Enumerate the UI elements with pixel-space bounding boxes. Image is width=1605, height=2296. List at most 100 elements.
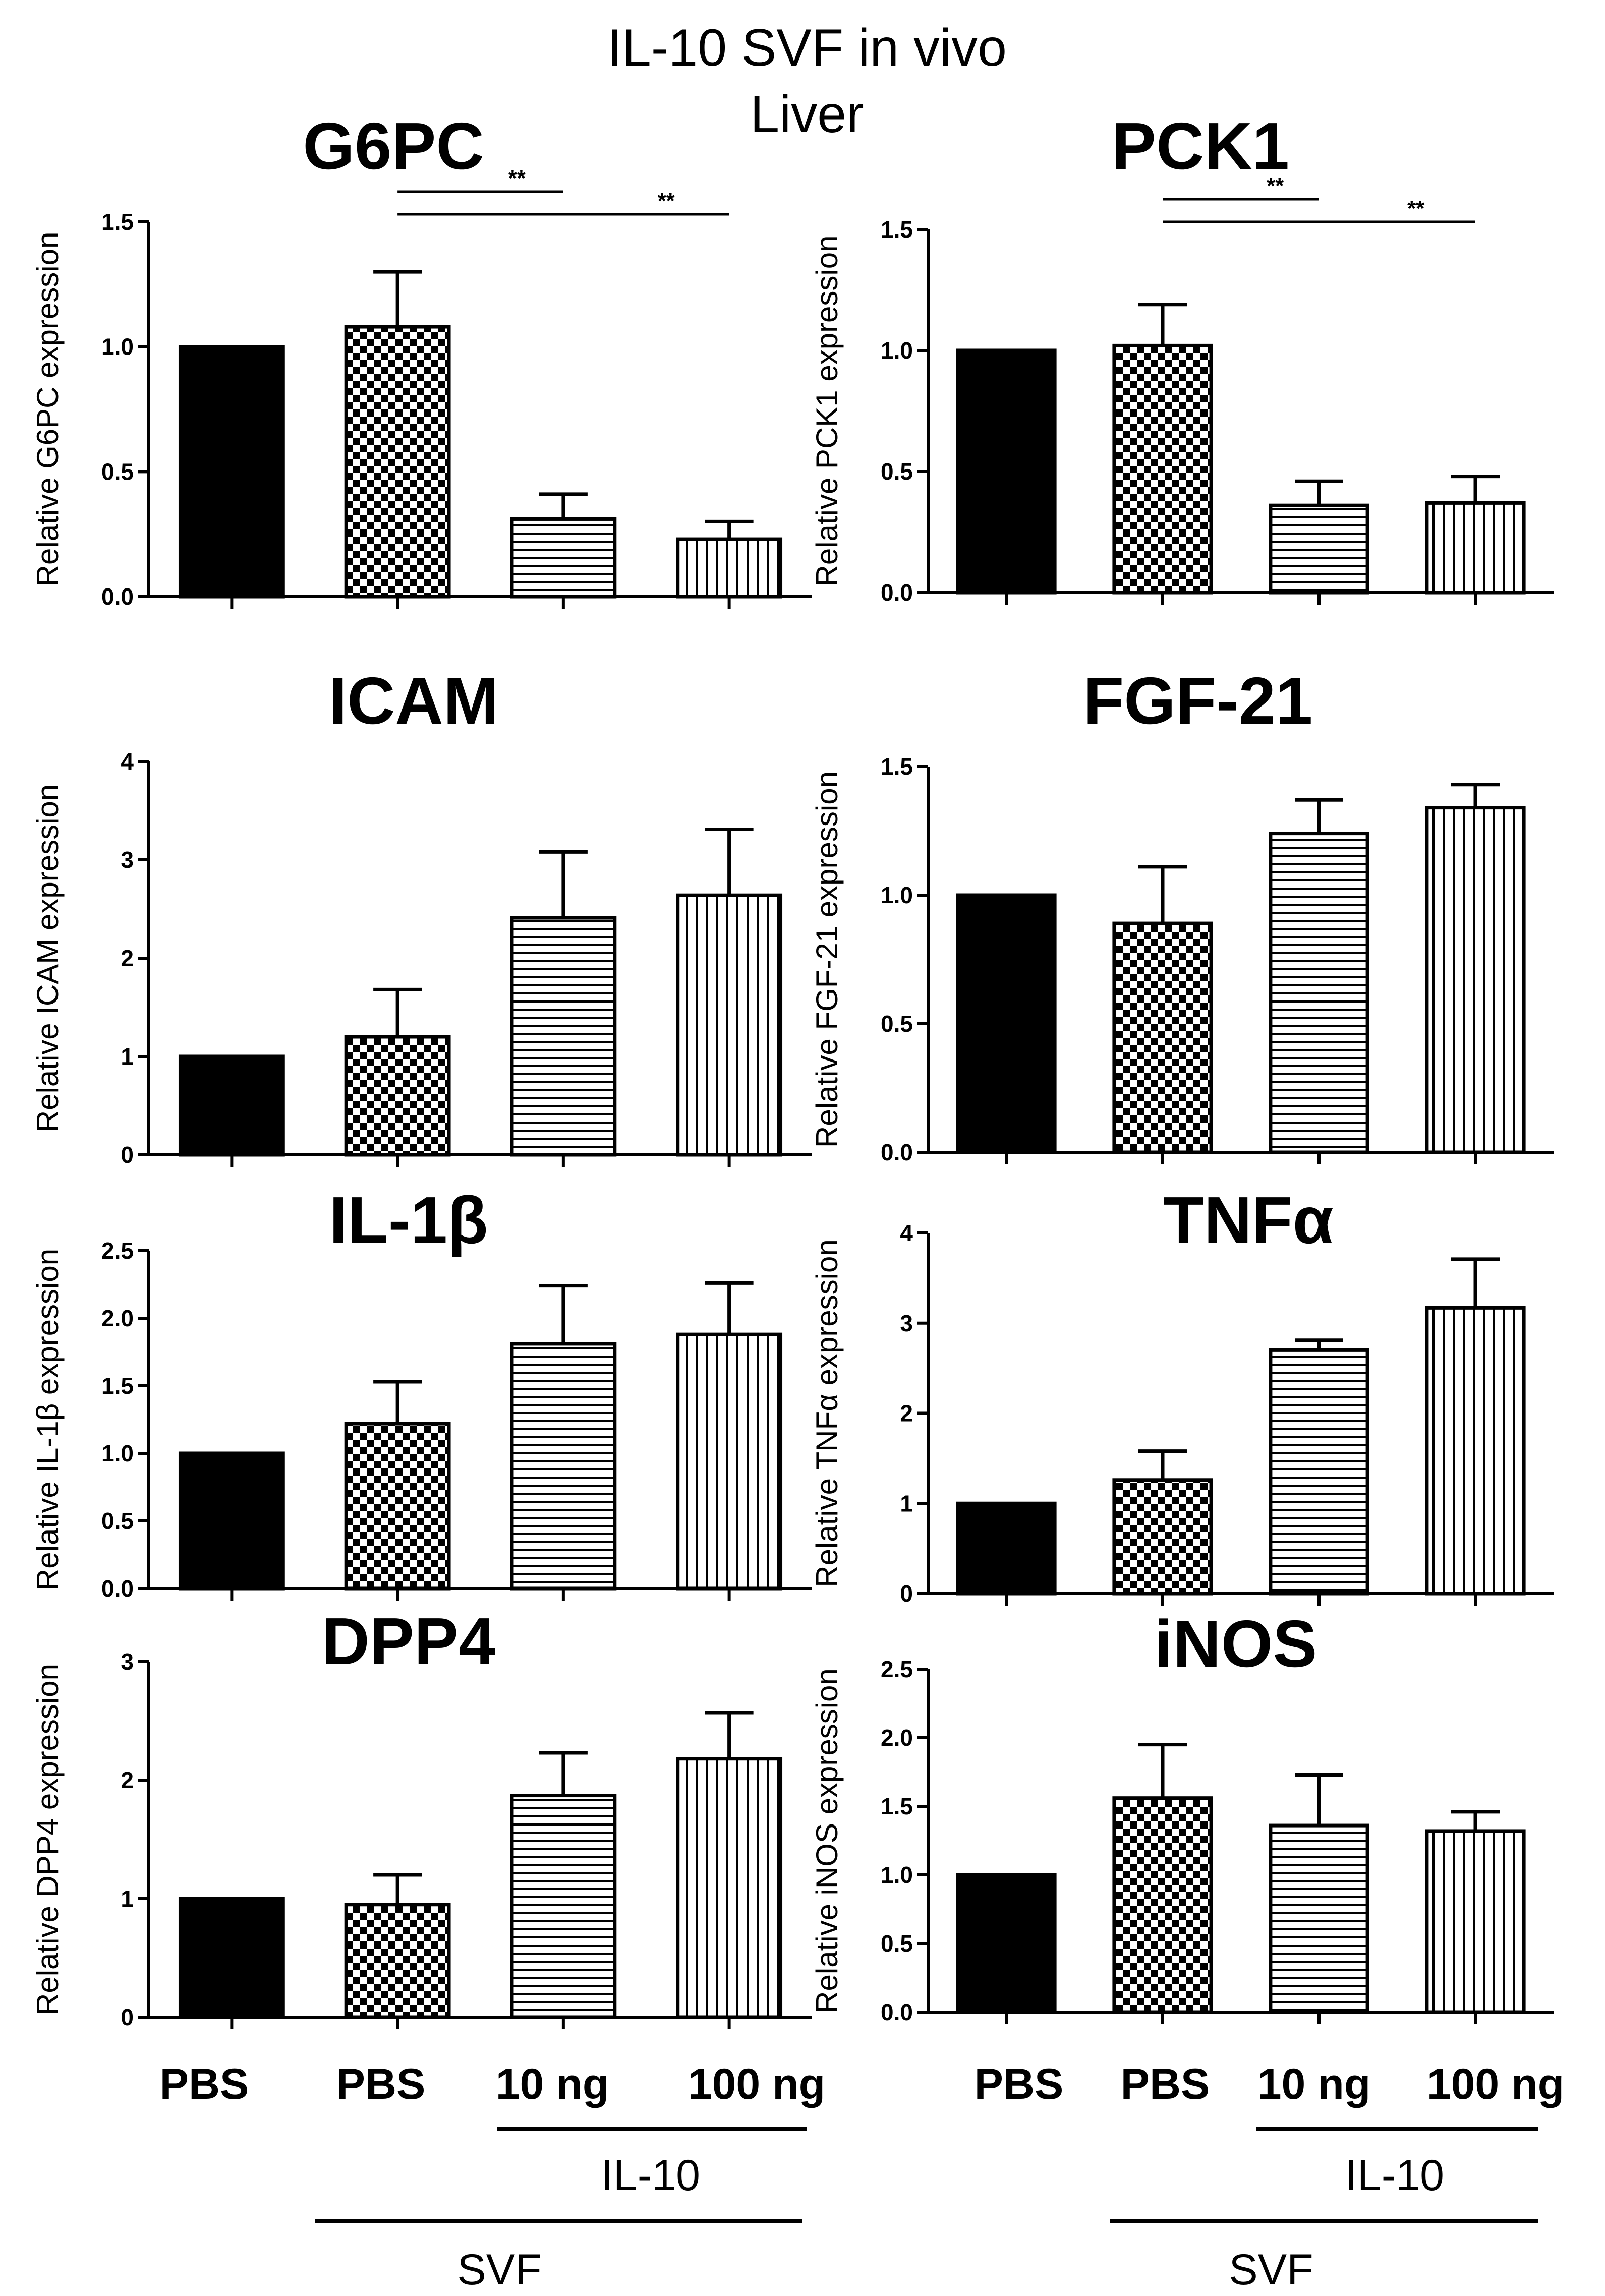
bar-4	[676, 537, 783, 599]
chart-panel-icam: ICAM Relative ICAM expression 0 1 2 3 4	[31, 664, 812, 1168]
bar-3	[510, 1794, 617, 2019]
bar-2	[344, 1903, 451, 2019]
bar-2	[1112, 921, 1213, 1154]
y-axis-label: Relative G6PC expression	[31, 232, 65, 587]
y-tick-label: 1	[900, 1490, 913, 1516]
y-tick-label: 1.5	[881, 753, 913, 780]
bar-2	[1112, 343, 1213, 595]
bar-1	[178, 1897, 285, 2019]
bar-3	[1269, 503, 1369, 595]
bar-3	[1269, 1348, 1369, 1596]
chart-panel-pck1: PCK1 Relative PCK1 expression 0.0 0.5 1.0 1.5…	[810, 109, 1554, 606]
bar-3	[510, 517, 617, 599]
figure-title-line2: Liver	[750, 85, 864, 144]
chart-panel-fgf-21: FGF-21 Relative FGF-21 expression 0.0 0.5 1.…	[810, 664, 1554, 1165]
chart-title: IL-1β	[329, 1183, 488, 1257]
y-tick-label: 0.5	[881, 1011, 913, 1037]
bar-4	[676, 1332, 783, 1591]
bar-2	[344, 1422, 451, 1591]
x-group-label-10ng-right: 10 ng	[1257, 2060, 1371, 2108]
bar-4	[1425, 501, 1526, 595]
bar-4	[676, 1757, 783, 2019]
bar-4	[676, 893, 783, 1157]
y-tick-label: 1.0	[881, 882, 913, 908]
y-tick-label: 2.0	[101, 1305, 134, 1331]
y-axis-label: Relative DPP4 expression	[31, 1664, 65, 2015]
svf-bracket-label-right: SVF	[1229, 2246, 1313, 2294]
chart-panel-tnf-: TNFα Relative TNFα expression 0 1 2 3 4	[810, 1183, 1554, 1607]
y-tick-label: 2	[121, 945, 134, 971]
bar-1	[178, 1054, 285, 1157]
y-axis-label: Relative PCK1 expression	[810, 235, 844, 586]
y-tick-label: 2.0	[881, 1725, 913, 1751]
il10-bracket-label-left: IL-10	[601, 2151, 700, 2200]
y-tick-label: 1.0	[101, 1440, 134, 1466]
svf-bracket-label-left: SVF	[457, 2246, 541, 2294]
bar-1	[956, 1501, 1057, 1596]
bar-1	[956, 893, 1057, 1154]
bar-4	[1425, 806, 1526, 1154]
bar-1	[956, 348, 1057, 595]
y-axis-label: Relative iNOS expression	[810, 1668, 844, 2013]
y-tick-label: 1.0	[881, 1862, 913, 1888]
bar-4	[1425, 1829, 1526, 2014]
x-group-label-pbs-right: PBS	[975, 2060, 1064, 2108]
y-tick-label: 0.5	[101, 1508, 134, 1534]
y-tick-label: 1.5	[881, 216, 913, 243]
bar-3	[510, 1342, 617, 1591]
y-tick-label: 0	[121, 1142, 134, 1168]
y-tick-label: 1.5	[101, 1373, 134, 1399]
y-tick-label: 1.0	[101, 334, 134, 360]
bar-2	[1112, 1796, 1213, 2014]
chart-panels: G6PC Relative G6PC expression 0.0 0.5 1.0 1.5…	[31, 109, 1554, 2030]
significance-label: **	[658, 189, 675, 213]
chart-panel-inos: iNOS Relative iNOS expression 0.0 0.5 1.0 1.5…	[810, 1607, 1554, 2025]
y-tick-label: 0.0	[101, 1575, 134, 1602]
bar-1	[178, 1451, 285, 1591]
y-tick-label: 1.5	[881, 1793, 913, 1819]
x-group-label-100ng-left: 100 ng	[688, 2060, 825, 2108]
y-tick-label: 1	[121, 1886, 134, 1912]
x-group-label-100ng-right: 100 ng	[1427, 2060, 1564, 2108]
y-tick-label: 1	[121, 1043, 134, 1070]
chart-title: iNOS	[1155, 1607, 1317, 1681]
chart-panel-dpp4: DPP4 Relative DPP4 expression 0 1 2 3	[31, 1604, 812, 2030]
bar-1	[956, 1873, 1057, 2014]
x-group-label-svf-pbs-left: PBS	[336, 2060, 426, 2108]
x-group-label-10ng-left: 10 ng	[496, 2060, 609, 2108]
y-axis-label: Relative FGF-21 expression	[810, 771, 844, 1148]
chart-panel-g6pc: G6PC Relative G6PC expression 0.0 0.5 1.0 1.5…	[31, 109, 812, 610]
il10-bracket-label-right: IL-10	[1345, 2151, 1444, 2200]
y-tick-label: 3	[121, 1649, 134, 1675]
y-tick-label: 2.5	[881, 1656, 913, 1682]
y-tick-label: 3	[121, 847, 134, 873]
chart-title: TNFα	[1163, 1183, 1334, 1257]
chart-panel-il-1-: IL-1β Relative IL-1β expression 0.0 0.5 1.0 1…	[31, 1183, 812, 1602]
y-tick-label: 0.0	[881, 1999, 913, 2025]
y-tick-label: 0	[900, 1580, 913, 1607]
chart-title: ICAM	[328, 664, 498, 738]
y-tick-label: 4	[121, 748, 134, 775]
y-tick-label: 3	[900, 1310, 913, 1336]
chart-title: PCK1	[1112, 109, 1289, 183]
chart-title: G6PC	[303, 109, 484, 183]
chart-title: DPP4	[322, 1604, 496, 1678]
bar-2	[1112, 1478, 1213, 1596]
bar-3	[1269, 1823, 1369, 2014]
bar-3	[510, 916, 617, 1157]
bar-4	[1425, 1306, 1526, 1596]
y-tick-label: 0.5	[101, 458, 134, 485]
y-tick-label: 0.0	[881, 579, 913, 606]
y-tick-label: 2	[900, 1400, 913, 1427]
bar-3	[1269, 832, 1369, 1154]
chart-title: FGF-21	[1083, 664, 1313, 738]
bar-1	[178, 345, 285, 599]
figure-title-line1: IL-10 SVF in vivo	[607, 19, 1007, 77]
significance-label: **	[1407, 196, 1425, 221]
bar-2	[344, 1035, 451, 1157]
y-tick-label: 0	[121, 2004, 134, 2030]
x-group-label-svf-pbs-right: PBS	[1121, 2060, 1210, 2108]
y-tick-label: 0.0	[101, 583, 134, 610]
y-tick-label: 0.5	[881, 458, 913, 485]
